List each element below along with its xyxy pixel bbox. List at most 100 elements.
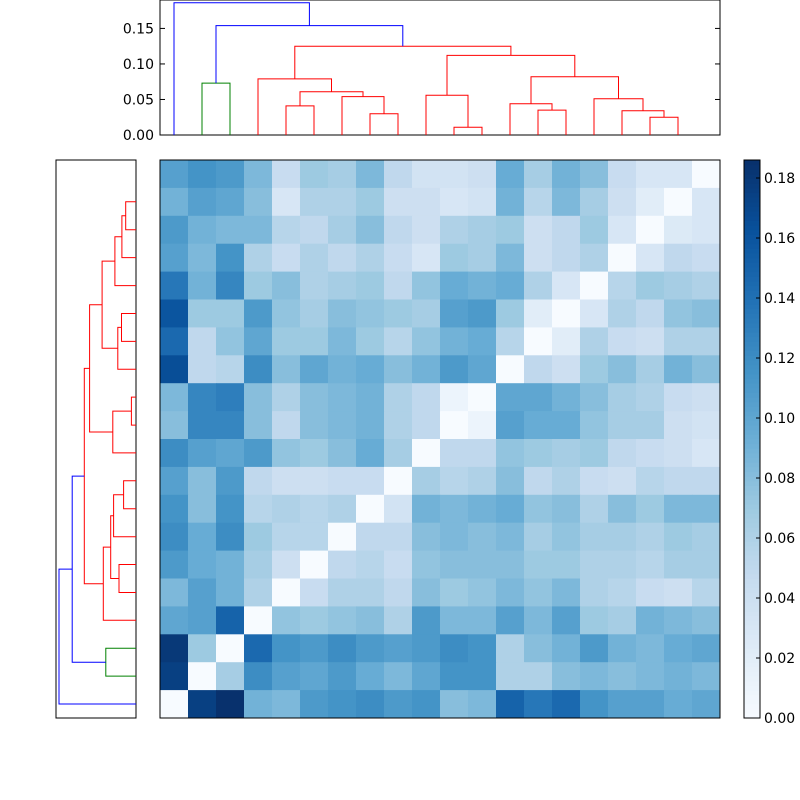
heatmap-cell xyxy=(692,355,721,384)
heatmap-cell xyxy=(272,299,301,328)
heatmap-cell xyxy=(524,327,553,356)
heatmap-cell xyxy=(160,383,189,412)
colorbar-gradient-step xyxy=(744,299,760,305)
heatmap-cell xyxy=(356,271,385,300)
heatmap-cell xyxy=(244,690,273,719)
colorbar-tick-label: 0.00 xyxy=(764,711,795,727)
heatmap-cell xyxy=(664,243,693,272)
top-dendrogram-ytick-label: 0.15 xyxy=(123,21,154,37)
heatmap-cell xyxy=(468,662,497,691)
heatmap-cell xyxy=(580,243,609,272)
heatmap-cell xyxy=(468,550,497,579)
heatmap-cell xyxy=(328,271,357,300)
colorbar-gradient-step xyxy=(744,215,760,221)
heatmap-cell xyxy=(216,578,245,607)
heatmap-cell xyxy=(384,215,413,245)
heatmap-cell xyxy=(188,466,217,496)
colorbar-gradient-step xyxy=(744,662,760,668)
heatmap-cell xyxy=(188,160,217,189)
colorbar-gradient-step xyxy=(744,327,760,333)
colorbar-gradient-step xyxy=(744,480,760,486)
heatmap-cell xyxy=(524,578,553,607)
heatmap-cell xyxy=(468,606,497,635)
heatmap-cell xyxy=(468,327,497,356)
heatmap-cell xyxy=(608,662,637,691)
heatmap-cell xyxy=(692,690,721,719)
heatmap-cell xyxy=(412,494,441,524)
heatmap-cell xyxy=(664,466,693,496)
heatmap-cell xyxy=(524,690,553,719)
colorbar-gradient-step xyxy=(744,294,760,300)
colorbar-gradient-step xyxy=(744,513,760,519)
heatmap-cell xyxy=(160,439,189,468)
heatmap-cell xyxy=(328,522,357,551)
heatmap-cell xyxy=(692,522,721,551)
heatmap-cell xyxy=(412,634,441,663)
heatmap-cell xyxy=(468,299,497,328)
heatmap-cell xyxy=(440,578,469,607)
heatmap-cell xyxy=(552,466,581,496)
heatmap-cell xyxy=(356,243,385,272)
colorbar-gradient-step xyxy=(744,429,760,435)
heatmap-cell xyxy=(440,271,469,300)
heatmap-cell xyxy=(356,355,385,384)
heatmap-cell xyxy=(188,522,217,551)
heatmap-cell xyxy=(356,494,385,524)
heatmap-cell xyxy=(356,634,385,663)
heatmap-cell xyxy=(664,690,693,719)
heatmap-cell xyxy=(384,327,413,356)
heatmap-cell xyxy=(692,243,721,272)
heatmap-cell xyxy=(356,522,385,551)
colorbar-gradient-step xyxy=(744,545,760,552)
heatmap-cell xyxy=(216,383,245,412)
heatmap-cell xyxy=(384,466,413,496)
heatmap-cell xyxy=(468,690,497,719)
heatmap-cell xyxy=(272,606,301,635)
colorbar-gradient-step xyxy=(744,350,760,356)
heatmap-cell xyxy=(496,578,525,607)
heatmap-cell xyxy=(496,215,525,245)
heatmap-cell xyxy=(664,355,693,384)
heatmap-frame xyxy=(159,159,721,719)
colorbar-gradient-step xyxy=(744,346,760,352)
colorbar-gradient-step xyxy=(744,504,760,510)
heatmap-cell xyxy=(412,299,441,328)
heatmap-cell xyxy=(524,522,553,551)
colorbar-gradient-step xyxy=(744,290,760,296)
heatmap-cell xyxy=(384,578,413,607)
heatmap-cell xyxy=(356,550,385,579)
heatmap-cell xyxy=(580,578,609,607)
heatmap-cell xyxy=(356,160,385,189)
heatmap-cell xyxy=(440,606,469,635)
heatmap-cell xyxy=(524,494,553,524)
heatmap-cell xyxy=(608,299,637,328)
colorbar-gradient-step xyxy=(744,173,760,180)
heatmap-cell xyxy=(188,243,217,272)
colorbar-gradient-step xyxy=(744,415,760,421)
heatmap-cell xyxy=(664,299,693,328)
colorbar-gradient-step xyxy=(744,620,760,626)
colorbar-gradient-step xyxy=(744,420,760,426)
heatmap-cell xyxy=(468,466,497,496)
heatmap-cell xyxy=(356,578,385,607)
heatmap-cell xyxy=(580,522,609,551)
colorbar-gradient-step xyxy=(744,434,760,440)
heatmap-cell xyxy=(636,383,665,412)
colorbar-frame xyxy=(743,159,761,719)
heatmap-cell xyxy=(496,606,525,635)
heatmap-cell xyxy=(664,271,693,300)
heatmap-cell xyxy=(440,187,469,217)
heatmap-cell xyxy=(216,243,245,272)
colorbar-gradient-step xyxy=(744,457,760,463)
heatmap-cell xyxy=(636,522,665,551)
heatmap-cell xyxy=(664,383,693,412)
heatmap-cell xyxy=(300,215,329,245)
heatmap-cell xyxy=(244,271,273,300)
top-dendrogram-link xyxy=(173,2,310,135)
colorbar-gradient-step xyxy=(744,359,760,366)
colorbar-gradient-step xyxy=(744,211,760,217)
heatmap-cell xyxy=(300,355,329,384)
heatmap-cell xyxy=(496,439,525,468)
heatmap-cell xyxy=(328,383,357,412)
